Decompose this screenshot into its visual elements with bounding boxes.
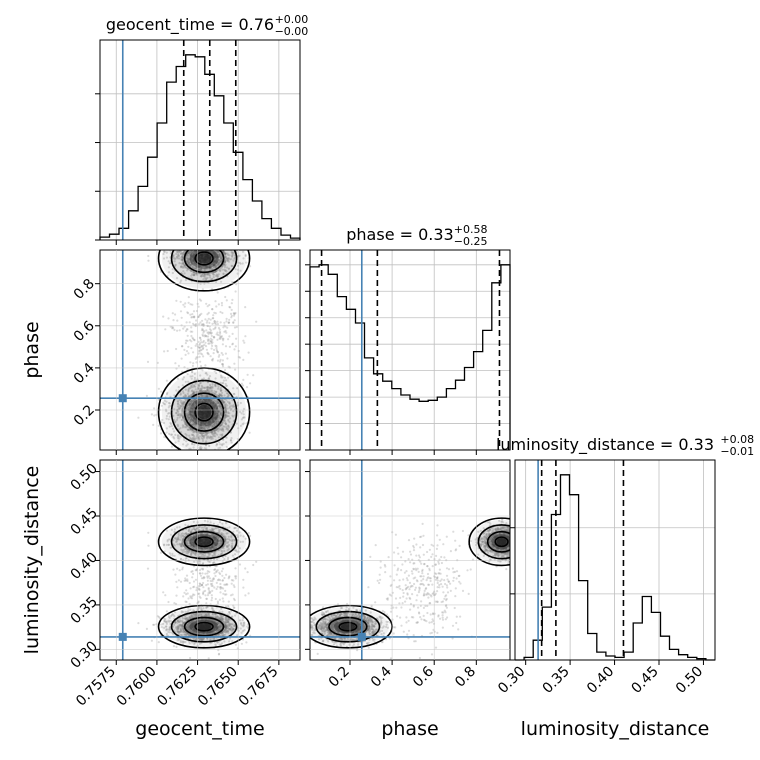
panel-geocent_time-vs-luminosity_distance bbox=[99, 459, 301, 661]
panel-frame bbox=[99, 249, 301, 451]
panel-title-geocent_time: geocent_time = 0.76 bbox=[106, 15, 274, 35]
x-tick-label: 0.45 bbox=[628, 664, 661, 697]
density-geocent_time-luminosity_distance-1 bbox=[157, 517, 251, 567]
truth-marker bbox=[118, 394, 127, 403]
x-tick-label: 0.7675 bbox=[236, 664, 282, 710]
histogram-geocent_time: geocent_time = 0.76 +0.00−0.00 bbox=[95, 13, 309, 241]
x-axis-label-luminosity_distance: luminosity_distance bbox=[521, 718, 710, 740]
panel-geocent_time-vs-phase bbox=[99, 249, 301, 451]
histogram-luminosity_distance: luminosity_distance = 0.33 +0.08−0.01 bbox=[496, 433, 754, 661]
x-axis-label-phase: phase bbox=[381, 718, 438, 740]
density-geocent_time-phase-0 bbox=[157, 367, 251, 450]
grid-geocent_time-luminosity_distance bbox=[100, 460, 300, 660]
y-axis-label-phase: phase bbox=[21, 321, 43, 378]
y-tick-label: 0.35 bbox=[68, 594, 101, 627]
panel-title-sub: −0.25 bbox=[454, 235, 488, 248]
x-axis-phase: 0.2 0.4 0.6 0.8 phase bbox=[326, 450, 479, 740]
density-geocent_time-phase-1 bbox=[157, 250, 251, 292]
x-tick-label: 0.4 bbox=[368, 663, 395, 690]
x-axis-luminosity_distance: 0.30 0.35 0.40 0.45 0.50 luminosity_distance bbox=[495, 660, 709, 740]
panel-frame bbox=[514, 459, 716, 661]
y-tick-label: 0.4 bbox=[71, 360, 98, 387]
y-tick-label: 0.50 bbox=[68, 461, 101, 494]
panel-frame bbox=[309, 249, 511, 451]
scatter-geocent_time-phase bbox=[137, 250, 258, 450]
x-tick-label: 0.50 bbox=[673, 664, 706, 697]
panel-frame bbox=[99, 39, 301, 241]
grid-geocent_time-phase bbox=[100, 250, 300, 450]
histogram-phase: phase = 0.33 +0.58−0.25 bbox=[305, 223, 511, 451]
panel-title-sup: +0.08 bbox=[720, 433, 754, 446]
x-axis-label-geocent_time: geocent_time bbox=[135, 718, 264, 740]
y-tick-label: 0.30 bbox=[68, 638, 101, 671]
x-tick-label: 0.6 bbox=[410, 663, 437, 690]
x-tick-label: 0.7650 bbox=[195, 664, 241, 710]
x-tick-label: 0.7625 bbox=[154, 664, 200, 710]
x-tick-label: 0.40 bbox=[584, 664, 617, 697]
grid-phase-luminosity_distance bbox=[310, 460, 510, 660]
y-axis-label-luminosity_distance: luminosity_distance bbox=[21, 466, 43, 655]
truth-marker bbox=[118, 632, 127, 641]
y-axis-luminosity_distance: 0.30 0.35 0.40 0.45 0.50 luminosity_distance bbox=[21, 461, 310, 672]
hist-steps-luminosity_distance bbox=[515, 474, 715, 661]
panel-title-sup: +0.58 bbox=[454, 223, 488, 236]
x-tick-label: 0.35 bbox=[540, 664, 573, 697]
y-tick-label: 0.2 bbox=[71, 402, 98, 429]
y-tick-label: 0.6 bbox=[71, 318, 98, 345]
panel-title-luminosity_distance: luminosity_distance = 0.33 bbox=[496, 435, 714, 455]
truth-marker bbox=[357, 632, 366, 641]
x-tick-label: 0.7600 bbox=[114, 664, 160, 710]
panel-title-phase: phase = 0.33 bbox=[346, 225, 453, 244]
x-tick-label: 0.8 bbox=[452, 664, 479, 691]
panel-title-sup: +0.00 bbox=[275, 13, 309, 26]
y-axis-phase: 0.2 0.4 0.6 0.8 phase bbox=[21, 276, 100, 429]
density-phase-luminosity_distance-1 bbox=[468, 517, 510, 567]
y-tick-label: 0.40 bbox=[68, 549, 101, 582]
density-geocent_time-luminosity_distance-0 bbox=[157, 604, 251, 649]
x-axis-geocent_time: 0.75750.76000.76250.76500.7675geocent_ti… bbox=[73, 240, 282, 740]
x-tick-label: 0.30 bbox=[495, 664, 528, 697]
density-phase-luminosity_distance-0 bbox=[310, 604, 393, 649]
x-tick-label: 0.2 bbox=[326, 664, 353, 691]
y-tick-label: 0.8 bbox=[71, 276, 98, 303]
panel-phase-vs-luminosity_distance bbox=[309, 459, 511, 661]
y-tick-label: 0.45 bbox=[68, 505, 101, 538]
hist-steps-phase bbox=[309, 264, 511, 450]
hist-steps-geocent_time bbox=[99, 54, 301, 240]
panel-title-sub: −0.01 bbox=[720, 445, 754, 458]
panel-title-sub: −0.00 bbox=[275, 25, 309, 38]
